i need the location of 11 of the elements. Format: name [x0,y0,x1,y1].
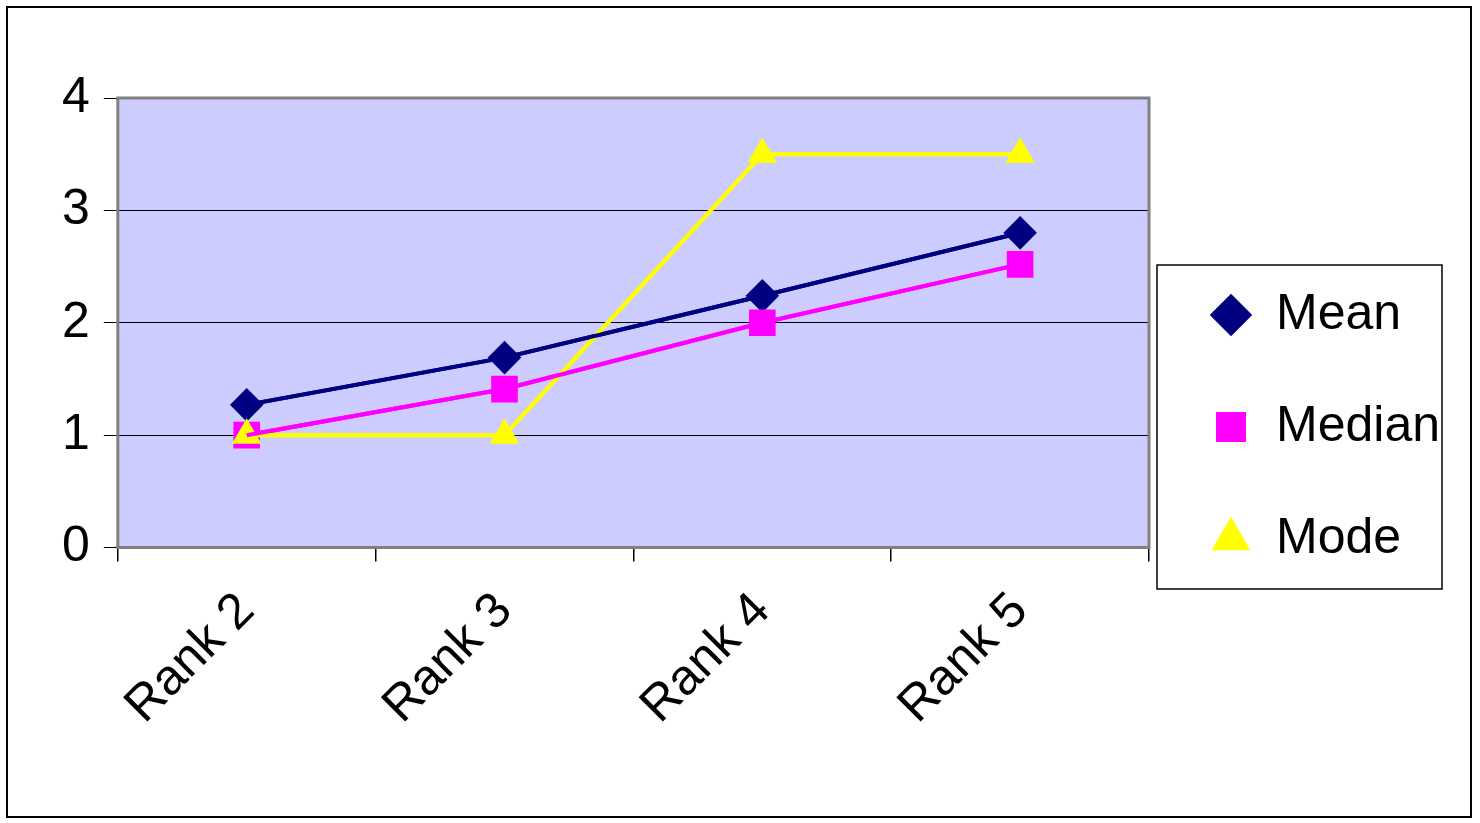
y-tick-label: 0 [62,516,90,573]
y-tick-label: 1 [62,403,90,460]
legend-label: Mean [1276,283,1402,340]
point [230,388,263,421]
y-tick-label: 4 [62,66,90,123]
point [1006,251,1034,278]
y-tick-label: 2 [62,291,90,348]
point [1004,216,1037,249]
y-tick-label: 3 [62,179,90,236]
legend-label: Mode [1276,507,1402,564]
legend-label: Median [1276,395,1441,452]
